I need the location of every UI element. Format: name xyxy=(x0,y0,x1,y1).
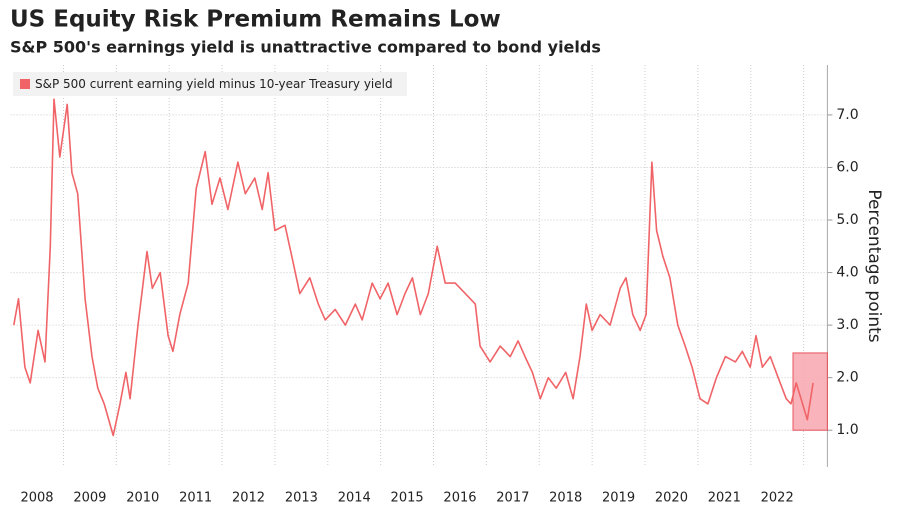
y-tick-label: 4.0 xyxy=(836,265,858,281)
x-tick-label: 2012 xyxy=(232,491,265,506)
x-tick-label: 2015 xyxy=(391,491,424,506)
x-tick-label: 2010 xyxy=(126,491,159,506)
x-tick-label: 2008 xyxy=(20,491,53,506)
chart-title: US Equity Risk Premium Remains Low xyxy=(10,7,501,33)
x-tick-label: 2009 xyxy=(73,491,106,506)
x-tick-label: 2019 xyxy=(602,491,635,506)
y-tick-label: 5.0 xyxy=(836,212,858,228)
legend-swatch xyxy=(20,79,30,89)
x-tick-label: 2021 xyxy=(708,491,741,506)
x-tick-label: 2018 xyxy=(549,491,582,506)
x-tick-label: 2011 xyxy=(179,491,212,506)
x-tick-label: 2013 xyxy=(285,491,318,506)
y-tick-label: 1.0 xyxy=(836,422,858,438)
data-line xyxy=(13,98,814,437)
x-tick-label: 2020 xyxy=(655,491,688,506)
y-axis-title: Percentage points xyxy=(864,189,884,342)
x-tick-label: 2014 xyxy=(338,491,371,506)
y-tick-label: 7.0 xyxy=(836,107,858,123)
y-tick-label: 3.0 xyxy=(836,317,858,333)
x-tick-label: 2017 xyxy=(496,491,529,506)
x-tick-label: 2016 xyxy=(443,491,476,506)
x-tick-label: 2022 xyxy=(761,491,794,506)
chart-subtitle: S&P 500's earnings yield is unattractive… xyxy=(10,38,601,57)
legend-box xyxy=(13,72,407,96)
y-tick-label: 6.0 xyxy=(836,159,858,175)
y-tick-label: 2.0 xyxy=(836,370,858,386)
legend-label: S&P 500 current earning yield minus 10-y… xyxy=(35,77,393,91)
